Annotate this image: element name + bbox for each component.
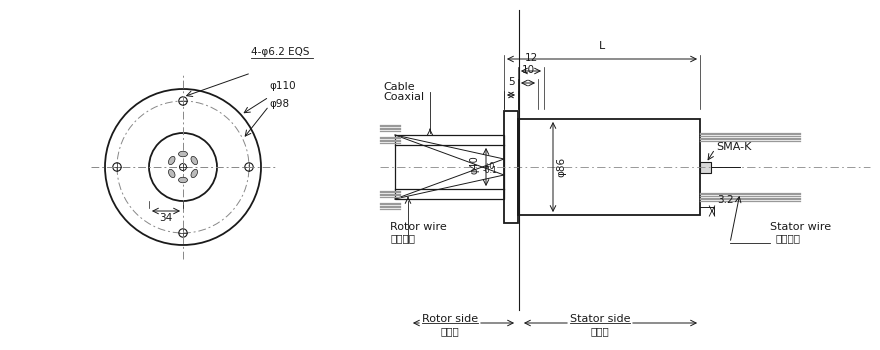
Text: +0: +0 [483, 162, 495, 171]
Ellipse shape [168, 169, 175, 178]
Bar [700, 161, 711, 173]
Text: Coaxial: Coaxial [383, 92, 424, 102]
Text: 10: 10 [522, 65, 534, 75]
Text: 4-φ6.2 EQS: 4-φ6.2 EQS [251, 47, 310, 57]
Bar [395, 135, 504, 199]
Bar [504, 111, 518, 223]
Text: 转子出线: 转子出线 [390, 233, 415, 243]
Text: -0.1: -0.1 [483, 166, 498, 175]
Text: φ98: φ98 [269, 99, 290, 109]
Ellipse shape [179, 177, 187, 183]
Text: L: L [599, 41, 605, 51]
Text: 转子边: 转子边 [441, 326, 459, 336]
Ellipse shape [191, 156, 197, 164]
Text: SMA-K: SMA-K [716, 142, 752, 152]
Text: 定子出线: 定子出线 [775, 233, 800, 243]
Text: 5: 5 [508, 77, 514, 87]
Text: 3.2: 3.2 [717, 195, 734, 205]
Text: φ86: φ86 [556, 157, 566, 177]
Text: φ40: φ40 [469, 156, 479, 174]
Text: 定子边: 定子边 [590, 326, 609, 336]
Bar [518, 119, 700, 215]
Ellipse shape [191, 169, 197, 178]
Text: 12: 12 [524, 53, 538, 63]
Text: Stator wire: Stator wire [770, 222, 831, 232]
Ellipse shape [179, 151, 187, 157]
Text: Stator side: Stator side [569, 314, 630, 324]
Text: Cable: Cable [383, 82, 414, 92]
Ellipse shape [168, 156, 175, 164]
Text: Rotor side: Rotor side [422, 314, 478, 324]
Text: 34: 34 [159, 213, 172, 223]
Text: φ110: φ110 [269, 81, 296, 91]
Text: Rotor wire: Rotor wire [390, 222, 447, 232]
